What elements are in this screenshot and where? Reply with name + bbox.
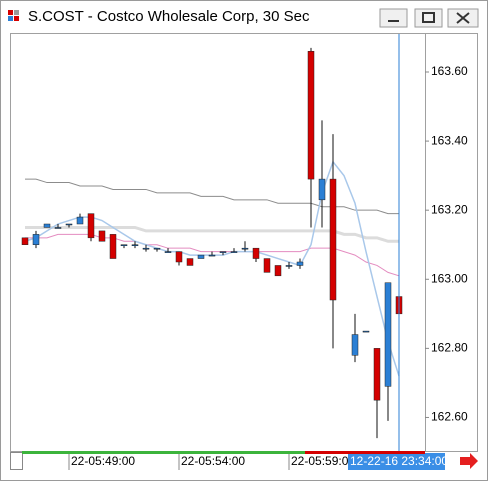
candle-body	[296, 261, 304, 266]
candle-body	[329, 178, 337, 301]
candle-body	[351, 334, 359, 356]
candle-body	[87, 213, 95, 239]
x-tick-label: 22-05:54:00	[181, 454, 245, 468]
y-tick-label: 163.00	[431, 271, 468, 285]
moving-average	[25, 178, 399, 215]
scroll-box[interactable]	[10, 452, 23, 470]
candle-body	[76, 216, 84, 225]
candle-body	[186, 258, 194, 266]
candle-body	[197, 254, 205, 259]
candle-body	[285, 265, 293, 267]
candle-body	[43, 223, 51, 228]
candle-body	[208, 254, 216, 257]
candle-body	[65, 223, 73, 226]
window-title: S.COST - Costco Wholesale Corp, 30 Sec	[28, 8, 310, 25]
maximize-button[interactable]	[414, 8, 443, 28]
candle-body	[241, 247, 249, 250]
candle-body	[54, 227, 62, 229]
candle-body	[109, 234, 117, 259]
close-button[interactable]	[447, 8, 479, 28]
candle-body	[175, 251, 183, 263]
chart-frame	[10, 33, 478, 452]
x-tick-label: 22-05:59:00	[291, 454, 355, 468]
y-tick-label: 163.20	[431, 202, 468, 216]
crosshair-label-bg	[348, 453, 445, 470]
candle-body	[362, 330, 370, 333]
y-tick-label: 163.40	[431, 133, 468, 147]
candle-body	[373, 348, 381, 401]
candle-body	[131, 244, 139, 246]
candle-body	[318, 178, 326, 201]
candle-body	[32, 234, 40, 245]
candle-body	[98, 230, 106, 242]
candle-body	[164, 251, 172, 253]
y-tick-label: 162.80	[431, 341, 468, 355]
candle-body	[21, 237, 29, 245]
candle-body	[384, 282, 392, 387]
candle-body	[142, 247, 150, 250]
moving-average	[25, 233, 400, 277]
candle-body	[120, 244, 128, 246]
candle-body	[252, 247, 260, 259]
x-tick-label: 22-05:49:00	[71, 454, 135, 468]
candle-body	[274, 265, 282, 277]
candle-body	[307, 51, 315, 180]
candle-body	[219, 251, 227, 253]
candle-body	[153, 247, 161, 250]
moving-average	[25, 225, 399, 243]
candle-body	[230, 251, 238, 253]
y-tick-label: 163.60	[431, 64, 468, 78]
app-icon	[8, 10, 19, 21]
candle-body	[263, 258, 271, 273]
y-tick-label: 162.60	[431, 410, 468, 424]
minimize-button[interactable]	[379, 8, 408, 28]
crosshair-label: 12-22-16 23:34:00	[350, 454, 448, 468]
scroll-arrow[interactable]	[460, 453, 478, 469]
